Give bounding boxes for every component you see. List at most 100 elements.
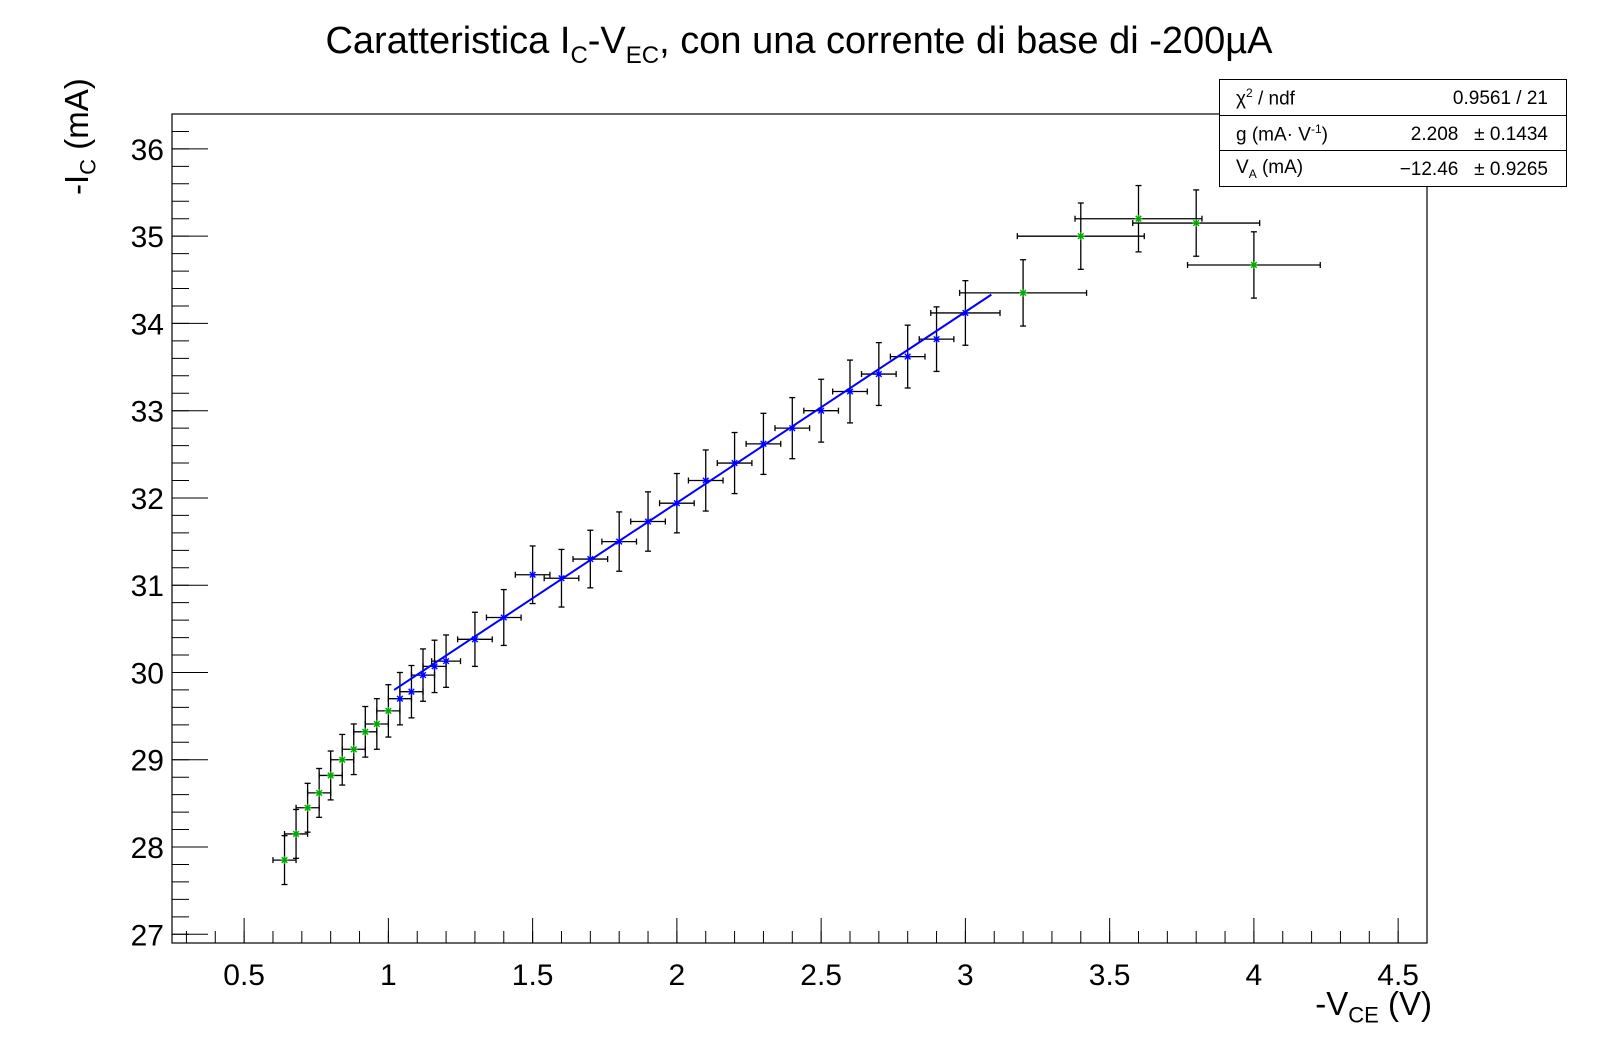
plot-frame (171, 113, 1428, 944)
data-point (759, 439, 768, 448)
marker-stroke (760, 440, 767, 448)
data-point (338, 755, 347, 764)
marker-stroke (702, 477, 710, 484)
data-point (326, 771, 335, 780)
marker-stroke (615, 538, 623, 545)
data-point (672, 499, 681, 508)
y-tick-label: 34 (131, 308, 164, 341)
marker-stroke (1250, 261, 1258, 269)
data-point (499, 613, 508, 622)
stats-label-g: g (mA· V-1) (1236, 122, 1328, 146)
marker-stroke (673, 499, 681, 507)
marker-stroke (817, 407, 825, 414)
fit-line (393, 293, 992, 691)
stats-value-chi2: 0.9561 / 21 (1452, 88, 1548, 109)
data-point (1076, 232, 1085, 241)
data-point (701, 476, 710, 485)
data-point (470, 635, 479, 644)
marker-stroke (788, 424, 796, 432)
data-point (372, 719, 381, 728)
marker-stroke (558, 574, 565, 582)
x-tick-label: 2.5 (800, 959, 842, 992)
marker-stroke (471, 636, 479, 643)
marker-stroke (500, 614, 508, 621)
data-point (384, 706, 393, 715)
y-tick-label: 36 (131, 134, 164, 167)
data-point (280, 856, 289, 865)
marker-stroke (315, 789, 323, 797)
marker-stroke (385, 707, 392, 715)
x-axis-label: -VCE (V) (1315, 985, 1432, 1028)
marker-stroke (292, 830, 300, 838)
x-tick-label: 1 (380, 959, 397, 992)
marker-stroke (362, 728, 369, 736)
stats-value-g: 2.208 ± 0.1434 (1410, 124, 1548, 145)
data-point (961, 308, 970, 317)
data-point (586, 555, 595, 564)
y-tick-label: 33 (131, 396, 164, 429)
marker-stroke (587, 555, 594, 563)
x-tick-label: 3 (957, 959, 974, 992)
data-point (874, 370, 883, 379)
marker-stroke (350, 745, 358, 753)
data-point (395, 694, 404, 703)
data-point (1192, 219, 1201, 228)
marker-stroke (281, 856, 288, 864)
marker-stroke (1019, 289, 1027, 297)
data-point (557, 574, 566, 583)
marker-stroke (933, 335, 940, 343)
data-point (292, 829, 301, 838)
marker-stroke (1135, 215, 1142, 223)
x-tick-label: 4.5 (1377, 959, 1419, 992)
data-point (615, 537, 624, 546)
data-point (442, 657, 451, 666)
data-point (1134, 214, 1143, 223)
data-markers (280, 214, 1258, 865)
marker-stroke (529, 571, 536, 579)
marker-stroke (442, 657, 450, 665)
marker-stroke (327, 772, 334, 779)
data-point (730, 459, 739, 468)
data-point (932, 335, 941, 344)
data-point (845, 387, 854, 396)
marker-stroke (338, 756, 346, 764)
stats-label-chi2: χ2 / ndf (1236, 86, 1295, 110)
chart-title: Caratteristica IC-VEC, con una corrente … (325, 20, 1273, 69)
x-tick-label: 2 (669, 959, 686, 992)
marker-stroke (962, 309, 969, 317)
data-point (644, 517, 653, 526)
data-point (315, 788, 324, 797)
linear-fit-line (393, 293, 992, 691)
error-bars (272, 184, 1321, 886)
data-point (1249, 260, 1258, 269)
data-point (303, 803, 312, 812)
data-point (1019, 288, 1028, 297)
stats-label-va: VA (mA) (1236, 157, 1304, 181)
stats-row-chi2: χ2 / ndf 0.9561 / 21 (1220, 80, 1566, 115)
marker-stroke (373, 720, 381, 728)
marker-stroke (304, 804, 311, 812)
marker-stroke (904, 353, 911, 360)
fit-stats-box: χ2 / ndf 0.9561 / 21 g (mA· V-1) 2.208 ±… (1219, 79, 1567, 187)
y-tick-label: 32 (131, 483, 164, 516)
y-axis: 27 28 29 30 31 32 33 34 35 36 (131, 113, 208, 952)
y-tick-label: 31 (131, 570, 164, 603)
x-tick-label: 1.5 (512, 959, 554, 992)
data-point (903, 352, 912, 361)
marker-stroke (875, 370, 883, 378)
data-point (361, 727, 370, 736)
marker-stroke (1192, 219, 1200, 227)
marker-stroke (1077, 232, 1085, 240)
data-point (528, 570, 537, 579)
y-tick-label: 29 (131, 745, 164, 778)
y-tick-label: 30 (131, 657, 164, 690)
marker-stroke (408, 688, 415, 695)
stats-row-va: VA (mA) −12.46 ± 0.9265 (1220, 150, 1566, 186)
data-point (407, 687, 416, 696)
marker-stroke (431, 663, 438, 670)
marker-stroke (846, 388, 854, 395)
data-point (349, 745, 358, 754)
x-tick-label: 3.5 (1089, 959, 1131, 992)
x-tick-label: 4 (1246, 959, 1263, 992)
